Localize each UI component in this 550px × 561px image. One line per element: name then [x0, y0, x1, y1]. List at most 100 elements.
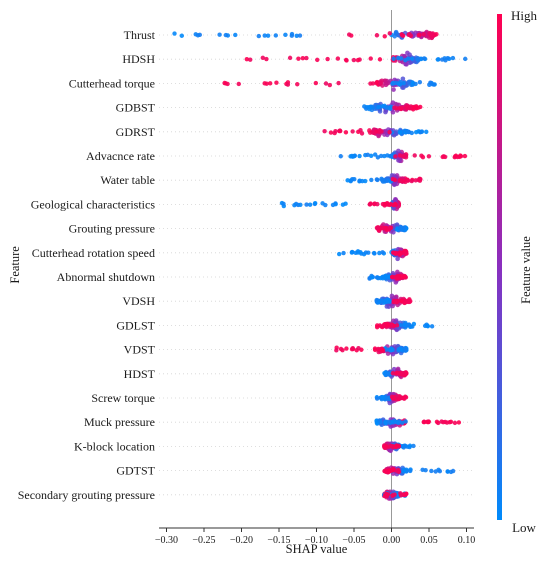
- x-tick-label: 0.00: [383, 535, 401, 546]
- feature-label: VDST: [124, 343, 156, 357]
- shap-point: [195, 33, 201, 38]
- shap-point: [265, 33, 271, 38]
- shap-point: [304, 202, 309, 207]
- shap-point: [406, 80, 411, 86]
- shap-point: [417, 177, 423, 182]
- feature-label: VDSH: [122, 294, 155, 308]
- x-tick-label: 0.05: [420, 535, 438, 546]
- shap-point: [424, 129, 429, 135]
- shap-point: [409, 56, 415, 61]
- shap-point: [336, 80, 341, 86]
- shap-point: [366, 105, 372, 110]
- shap-point: [387, 400, 393, 406]
- shap-point: [452, 420, 458, 426]
- shap-point: [394, 468, 400, 474]
- shap-point: [392, 181, 398, 187]
- shap-point: [405, 129, 410, 134]
- shap-point: [425, 419, 430, 425]
- shap-point: [307, 202, 313, 207]
- shap-point: [346, 32, 352, 37]
- shap-point: [369, 177, 374, 183]
- shap-point: [402, 322, 407, 328]
- shap-point: [440, 154, 445, 160]
- shap-point: [408, 468, 413, 474]
- shap-point: [393, 251, 398, 256]
- shap-point: [289, 33, 295, 38]
- shap-point: [396, 148, 401, 154]
- shap-point: [350, 129, 355, 134]
- feature-label: Screw torque: [91, 391, 155, 405]
- shap-point: [403, 419, 408, 424]
- shap-point: [392, 34, 397, 39]
- feature-label: Grouting pressure: [69, 222, 155, 236]
- shap-point: [343, 130, 349, 135]
- shap-point: [379, 298, 384, 303]
- shap-point: [422, 323, 428, 329]
- shap-point: [409, 178, 414, 184]
- shap-point: [394, 323, 400, 328]
- shap-point: [415, 57, 420, 62]
- shap-point: [431, 82, 437, 87]
- shap-point: [437, 469, 443, 474]
- shap-point: [375, 421, 380, 426]
- shap-point: [357, 178, 362, 183]
- shap-point: [407, 297, 412, 302]
- shap-point: [386, 372, 392, 377]
- shap-point: [343, 57, 349, 63]
- shap-point: [244, 56, 250, 62]
- shap-point: [323, 81, 329, 86]
- shap-point: [350, 176, 355, 182]
- shap-point: [380, 395, 386, 400]
- shap-point: [341, 250, 346, 256]
- shap-point: [387, 130, 392, 135]
- shap-point: [343, 201, 348, 206]
- shap-point: [397, 347, 403, 352]
- shap-point: [395, 256, 400, 262]
- shap-point: [403, 346, 408, 352]
- shap-point: [274, 80, 279, 85]
- shap-point: [256, 33, 262, 39]
- shap-point: [295, 82, 300, 87]
- shap-point: [285, 82, 291, 87]
- shap-point: [394, 102, 400, 107]
- shap-point: [393, 154, 398, 159]
- shap-point: [397, 395, 403, 401]
- shap-point: [458, 153, 463, 158]
- shap-point: [385, 105, 390, 110]
- shap-point: [374, 396, 380, 401]
- shap-point: [355, 57, 361, 63]
- shap-point: [344, 346, 349, 351]
- shap-point: [453, 153, 459, 158]
- shap-point: [392, 299, 398, 304]
- shap-point: [236, 81, 241, 87]
- x-axis-ticks: −0.30 −0.25 −0.20 −0.15 −0.10 −0.05 0.00 0.05 0.…: [155, 528, 475, 546]
- shap-point: [386, 396, 391, 401]
- shap-point: [409, 130, 414, 136]
- shap-point: [374, 33, 380, 38]
- shap-point: [367, 202, 372, 207]
- shap-point: [443, 58, 448, 63]
- shap-point: [421, 419, 426, 425]
- shap-point: [349, 250, 355, 255]
- shap-point: [387, 468, 392, 473]
- shap-point: [233, 32, 238, 38]
- colorbar-low-label: Low: [512, 520, 536, 535]
- shap-point: [380, 250, 385, 255]
- shap-point: [420, 467, 425, 473]
- shap-point: [357, 153, 362, 159]
- shap-point: [374, 177, 380, 182]
- shap-point: [335, 56, 341, 61]
- shap-point: [372, 152, 378, 157]
- shap-point: [411, 321, 417, 327]
- shap-point: [392, 105, 397, 110]
- shap-point: [445, 469, 450, 474]
- shap-point: [391, 87, 396, 92]
- feature-label: Muck pressure: [84, 415, 155, 429]
- feature-label: GDBST: [116, 101, 156, 115]
- feature-label: GDLST: [116, 318, 155, 332]
- shap-point: [392, 394, 397, 400]
- shap-point: [462, 153, 468, 159]
- shap-point: [388, 104, 394, 110]
- shap-point: [390, 370, 396, 376]
